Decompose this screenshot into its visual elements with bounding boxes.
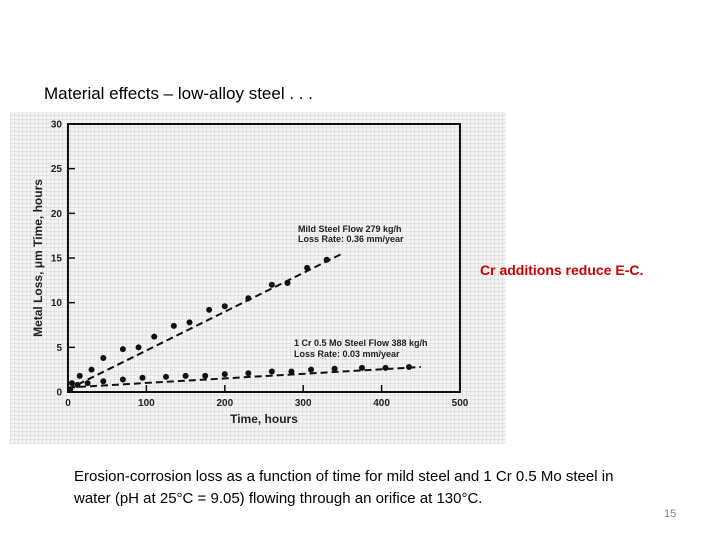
series-1-data-point xyxy=(323,256,330,263)
series-2-data-point xyxy=(182,372,189,379)
figure-caption: Erosion-corrosion loss as a function of … xyxy=(74,468,614,507)
y-axis-ticks: 0 5 10 15 20 25 30 xyxy=(51,120,75,399)
y-tick-label: 10 xyxy=(51,298,63,309)
x-axis-ticks: 0 100 200 300 400 500 xyxy=(65,385,469,409)
series-2-data-point xyxy=(406,363,413,370)
series-2-data-point xyxy=(382,364,389,371)
series-2-data-point xyxy=(139,374,146,381)
y-tick-label: 20 xyxy=(51,209,63,220)
series-1-data-point xyxy=(268,281,275,288)
series-1-data-point xyxy=(135,344,142,351)
series-1-data-point xyxy=(221,303,228,310)
series-2-data-point xyxy=(74,381,81,388)
series-2-data-point xyxy=(245,370,252,377)
series-2-rate-annotation: Loss Rate: 0.03 mm/year xyxy=(294,349,400,359)
series-2-fit-line xyxy=(67,365,421,389)
series-2-name-annotation: 1 Cr 0.5 Mo Steel Flow 388 kg/h xyxy=(294,338,428,348)
plot-frame xyxy=(67,123,461,393)
series-1-data-point xyxy=(206,306,213,313)
series-1-data-point xyxy=(88,366,95,373)
series-1-data-point xyxy=(245,295,252,302)
series-2-data-point xyxy=(268,368,275,375)
series-1-data-point xyxy=(284,280,291,287)
series-1-rate-annotation: Loss Rate: 0.36 mm/year xyxy=(298,234,404,244)
x-tick-label: 0 xyxy=(65,398,71,409)
y-tick-label: 5 xyxy=(56,343,62,354)
series-2-data-point xyxy=(288,368,295,375)
x-tick-label: 500 xyxy=(452,398,469,409)
x-tick-label: 200 xyxy=(216,398,233,409)
x-tick-label: 100 xyxy=(138,398,155,409)
series-2-data-point xyxy=(202,372,209,379)
series-1-data-point xyxy=(68,380,75,387)
series-1-data-point xyxy=(170,322,177,329)
series-2-data-point xyxy=(84,380,91,387)
series-2-data-point xyxy=(100,378,107,385)
y-tick-label: 0 xyxy=(56,388,62,399)
y-tick-label: 15 xyxy=(51,254,63,265)
cr-additions-note: Cr additions reduce E-C. xyxy=(480,262,644,278)
x-tick-label: 400 xyxy=(373,398,390,409)
series-2-data-point xyxy=(163,373,169,380)
series-1-data-point xyxy=(100,355,107,362)
series-2-data-point xyxy=(221,371,228,378)
series-1-data-point xyxy=(186,319,193,326)
series-1-data-point xyxy=(151,333,158,340)
series-1-fit-line xyxy=(67,252,343,391)
series-1-name-annotation: Mild Steel Flow 279 kg/h xyxy=(298,224,402,234)
x-axis-title: Time, hours xyxy=(230,412,298,426)
slide-title: Material effects – low-alloy steel . . . xyxy=(44,84,313,103)
y-tick-label: 25 xyxy=(51,164,63,175)
series-2-data-point xyxy=(67,386,74,393)
series-1-data-point xyxy=(76,372,83,379)
series-2-data-point xyxy=(119,376,126,383)
series-2-data-point xyxy=(359,364,365,371)
series-1-data-point xyxy=(119,346,126,353)
scanned-figure-background xyxy=(10,112,506,444)
series-2-data-point xyxy=(308,366,315,373)
page-number: 15 xyxy=(664,508,677,520)
y-axis-title: Metal Loss, μm Time, hours xyxy=(31,179,45,337)
series-layer xyxy=(67,252,421,393)
series-1-data-point xyxy=(304,264,311,271)
series-2-data-point xyxy=(331,365,338,372)
x-tick-label: 300 xyxy=(295,398,312,409)
y-tick-label: 30 xyxy=(51,120,63,131)
